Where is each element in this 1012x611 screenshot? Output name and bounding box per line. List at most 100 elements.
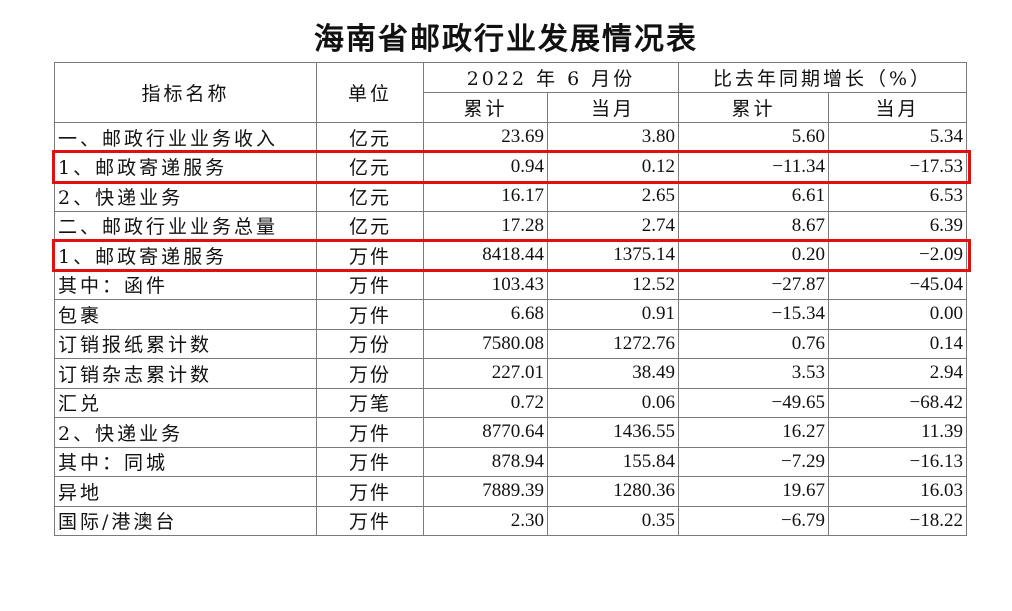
indicator-name-cell: 订销杂志累计数 — [54, 358, 317, 389]
growth-cumulative-cell: 19.67 — [678, 476, 829, 507]
indicator-name-cell: 其中：函件 — [54, 269, 317, 300]
growth-cumulative-cell: −7.29 — [678, 446, 829, 477]
cumulative-value-cell: 8770.64 — [423, 417, 548, 448]
unit-cell: 万份 — [316, 328, 424, 359]
unit-cell: 万件 — [316, 417, 424, 448]
growth-cumulative-cell: 0.76 — [678, 328, 829, 359]
table-row: 包裹 万件 6.68 0.91 −15.34 0.00 — [54, 299, 967, 330]
growth-month-cell: 6.39 — [828, 210, 967, 241]
table-row: 二、邮政行业业务总量 亿元 17.28 2.74 8.67 6.39 — [54, 210, 967, 241]
growth-cumulative-cell: 16.27 — [678, 417, 829, 448]
month-value-cell: 1375.14 — [547, 240, 679, 271]
indicator-name-cell: 异地 — [54, 476, 317, 507]
table-row: 2、快递业务 亿元 16.17 2.65 6.61 6.53 — [54, 181, 967, 212]
header-unit: 单位 — [316, 62, 424, 123]
table-body: 一、邮政行业业务收入 亿元 23.69 3.80 5.60 5.34 1、邮政寄递服务 亿元 0… — [54, 122, 967, 536]
highlight-box-revenue-postal — [52, 150, 971, 184]
table-row: 1、邮政寄递服务 亿元 0.94 0.12 −11.34 −17.53 — [54, 151, 967, 182]
month-value-cell: 155.84 — [547, 446, 679, 477]
growth-month-cell: −18.22 — [828, 505, 967, 536]
growth-month-cell: 6.53 — [828, 181, 967, 212]
unit-cell: 亿元 — [316, 210, 424, 241]
header-growth-cumulative: 累计 — [678, 92, 829, 123]
table-row: 国际/港澳台 万件 2.30 0.35 −6.79 −18.22 — [54, 505, 967, 536]
cumulative-value-cell: 103.43 — [423, 269, 548, 300]
header-row-1: 指标名称 单位 2022 年 6 月份 比去年同期增长（%） — [54, 62, 967, 123]
indicator-name-cell: 其中：同城 — [54, 446, 317, 477]
unit-cell: 亿元 — [316, 181, 424, 212]
month-value-cell: 2.65 — [547, 181, 679, 212]
indicator-name-cell: 二、邮政行业业务总量 — [54, 210, 317, 241]
month-value-cell: 0.35 — [547, 505, 679, 536]
growth-cumulative-cell: 5.60 — [678, 122, 829, 153]
table-row: 订销报纸累计数 万份 7580.08 1272.76 0.76 0.14 — [54, 328, 967, 359]
growth-month-cell: 2.94 — [828, 358, 967, 389]
header-growth-month: 当月 — [828, 92, 967, 123]
unit-cell: 万份 — [316, 358, 424, 389]
indicator-name-cell: 包裹 — [54, 299, 317, 330]
postal-stats-table: 指标名称 单位 2022 年 6 月份 比去年同期增长（%） 累计 当月 累计 … — [54, 62, 967, 536]
header-period: 2022 年 6 月份 — [423, 62, 679, 93]
cumulative-value-cell: 227.01 — [423, 358, 548, 389]
unit-cell: 亿元 — [316, 122, 424, 153]
header-row-2: 累计 当月 累计 当月 — [55, 92, 967, 123]
unit-cell: 万件 — [316, 269, 424, 300]
month-value-cell: 12.52 — [547, 269, 679, 300]
cumulative-value-cell: 2.30 — [423, 505, 548, 536]
indicator-name-cell: 2、快递业务 — [54, 181, 317, 212]
growth-month-cell: 0.00 — [828, 299, 967, 330]
cumulative-value-cell: 7889.39 — [423, 476, 548, 507]
growth-month-cell: 11.39 — [828, 417, 967, 448]
growth-month-cell: −2.09 — [828, 240, 967, 271]
indicator-name-cell: 2、快递业务 — [54, 417, 317, 448]
month-value-cell: 1272.76 — [547, 328, 679, 359]
cumulative-value-cell: 23.69 — [423, 122, 548, 153]
growth-cumulative-cell: −15.34 — [678, 299, 829, 330]
table-row: 订销杂志累计数 万份 227.01 38.49 3.53 2.94 — [54, 358, 967, 389]
header-cumulative: 累计 — [423, 92, 548, 123]
month-value-cell: 1280.36 — [547, 476, 679, 507]
unit-cell: 万件 — [316, 446, 424, 477]
header-month: 当月 — [547, 92, 679, 123]
cumulative-value-cell: 7580.08 — [423, 328, 548, 359]
header-growth: 比去年同期增长（%） — [678, 62, 967, 93]
cumulative-value-cell: 878.94 — [423, 446, 548, 477]
month-value-cell: 3.80 — [547, 122, 679, 153]
growth-cumulative-cell: −27.87 — [678, 269, 829, 300]
month-value-cell: 0.12 — [547, 151, 679, 182]
table-title: 海南省邮政行业发展情况表 — [314, 22, 698, 57]
table-row: 汇兑 万笔 0.72 0.06 −49.65 −68.42 — [54, 387, 967, 418]
cumulative-value-cell: 0.94 — [423, 151, 548, 182]
growth-month-cell: −45.04 — [828, 269, 967, 300]
growth-month-cell: −17.53 — [828, 151, 967, 182]
table-row: 一、邮政行业业务收入 亿元 23.69 3.80 5.60 5.34 — [54, 122, 967, 153]
table-row: 异地 万件 7889.39 1280.36 19.67 16.03 — [54, 476, 967, 507]
growth-cumulative-cell: −49.65 — [678, 387, 829, 418]
growth-month-cell: −16.13 — [828, 446, 967, 477]
table-row: 其中：函件 万件 103.43 12.52 −27.87 −45.04 — [54, 269, 967, 300]
growth-month-cell: −68.42 — [828, 387, 967, 418]
growth-month-cell: 5.34 — [828, 122, 967, 153]
month-value-cell: 2.74 — [547, 210, 679, 241]
growth-cumulative-cell: −6.79 — [678, 505, 829, 536]
unit-cell: 万件 — [316, 476, 424, 507]
header-indicator: 指标名称 — [54, 62, 317, 123]
cumulative-value-cell: 0.72 — [423, 387, 548, 418]
indicator-name-cell: 一、邮政行业业务收入 — [54, 122, 317, 153]
month-value-cell: 38.49 — [547, 358, 679, 389]
month-value-cell: 1436.55 — [547, 417, 679, 448]
indicator-name-cell: 汇兑 — [54, 387, 317, 418]
month-value-cell: 0.91 — [547, 299, 679, 330]
growth-cumulative-cell: 3.53 — [678, 358, 829, 389]
unit-cell: 万件 — [316, 299, 424, 330]
table-row: 2、快递业务 万件 8770.64 1436.55 16.27 11.39 — [54, 417, 967, 448]
growth-month-cell: 0.14 — [828, 328, 967, 359]
indicator-name-cell: 订销报纸累计数 — [54, 328, 317, 359]
cumulative-value-cell: 6.68 — [423, 299, 548, 330]
unit-cell: 万件 — [316, 240, 424, 271]
unit-cell: 万件 — [316, 505, 424, 536]
indicator-name-cell: 1、邮政寄递服务 — [54, 151, 317, 182]
growth-month-cell: 16.03 — [828, 476, 967, 507]
month-value-cell: 0.06 — [547, 387, 679, 418]
growth-cumulative-cell: 6.61 — [678, 181, 829, 212]
